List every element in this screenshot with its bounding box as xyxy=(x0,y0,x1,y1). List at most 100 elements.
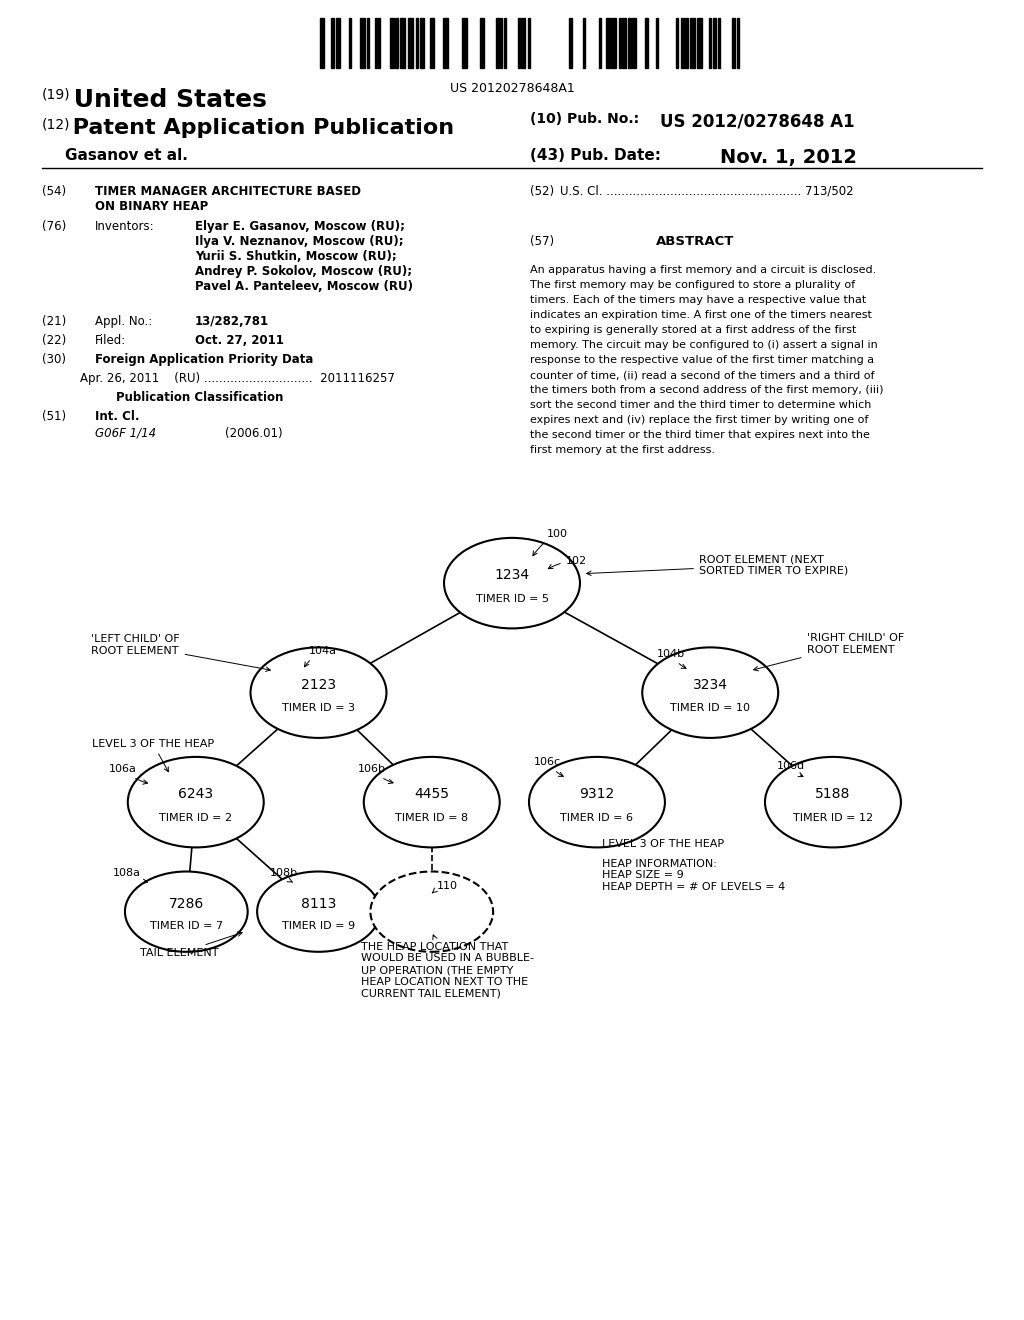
Bar xyxy=(628,18,631,69)
Ellipse shape xyxy=(251,647,386,738)
Ellipse shape xyxy=(257,871,380,952)
Text: (30): (30) xyxy=(42,352,66,366)
Bar xyxy=(618,18,621,69)
Text: memory. The circuit may be configured to (i) assert a signal in: memory. The circuit may be configured to… xyxy=(530,341,878,350)
Bar xyxy=(583,18,585,69)
Text: timers. Each of the timers may have a respective value that: timers. Each of the timers may have a re… xyxy=(530,294,866,305)
Bar xyxy=(685,18,688,69)
Text: Publication Classification: Publication Classification xyxy=(117,391,284,404)
Text: the second timer or the third timer that expires next into the: the second timer or the third timer that… xyxy=(530,430,869,440)
Text: HEAP INFORMATION:
HEAP SIZE = 9
HEAP DEPTH = # OF LEVELS = 4: HEAP INFORMATION: HEAP SIZE = 9 HEAP DEP… xyxy=(602,858,785,892)
Text: Appl. No.:: Appl. No.: xyxy=(95,315,153,327)
Text: 106d: 106d xyxy=(776,760,805,776)
Bar xyxy=(737,18,739,69)
Text: (54): (54) xyxy=(42,185,67,198)
Text: indicates an expiration time. A first one of the timers nearest: indicates an expiration time. A first on… xyxy=(530,310,871,319)
Text: ABSTRACT: ABSTRACT xyxy=(655,235,734,248)
Ellipse shape xyxy=(364,756,500,847)
Text: 106b: 106b xyxy=(358,764,393,784)
Text: The first memory may be configured to store a plurality of: The first memory may be configured to st… xyxy=(530,280,855,290)
Text: ROOT ELEMENT (NEXT
SORTED TIMER TO EXPIRE): ROOT ELEMENT (NEXT SORTED TIMER TO EXPIR… xyxy=(587,554,848,576)
Text: (51): (51) xyxy=(42,411,67,422)
Text: TIMER ID = 2: TIMER ID = 2 xyxy=(159,813,232,822)
Text: (21): (21) xyxy=(42,315,67,327)
Bar xyxy=(367,18,369,69)
Text: THE HEAP LOCATION THAT
WOULD BE USED IN A BUBBLE-
UP OPERATION (THE EMPTY
HEAP L: THE HEAP LOCATION THAT WOULD BE USED IN … xyxy=(361,935,534,998)
Text: (12): (12) xyxy=(42,117,71,132)
Text: response to the respective value of the first timer matching a: response to the respective value of the … xyxy=(530,355,874,366)
Bar xyxy=(599,18,601,69)
Text: expires next and (iv) replace the first timer by writing one of: expires next and (iv) replace the first … xyxy=(530,414,868,425)
Text: 13/282,781: 13/282,781 xyxy=(195,315,269,327)
Text: Pavel A. Panteleev, Moscow (RU): Pavel A. Panteleev, Moscow (RU) xyxy=(195,280,413,293)
Bar xyxy=(500,18,502,69)
Bar xyxy=(569,18,572,69)
Text: 8113: 8113 xyxy=(301,898,336,911)
Bar xyxy=(709,18,711,69)
Text: Elyar E. Gasanov, Moscow (RU);: Elyar E. Gasanov, Moscow (RU); xyxy=(195,220,406,234)
Text: Int. Cl.: Int. Cl. xyxy=(95,411,139,422)
Bar xyxy=(360,18,365,69)
Text: 1234: 1234 xyxy=(495,568,529,582)
Text: 100: 100 xyxy=(532,529,568,556)
Bar xyxy=(336,18,340,69)
Text: 3234: 3234 xyxy=(693,677,728,692)
Bar xyxy=(331,18,334,69)
Text: (52): (52) xyxy=(530,185,554,198)
Text: US 2012/0278648 A1: US 2012/0278648 A1 xyxy=(660,112,855,129)
Text: TIMER ID = 12: TIMER ID = 12 xyxy=(793,813,873,822)
Bar xyxy=(518,18,520,69)
Bar xyxy=(430,18,434,69)
Bar xyxy=(395,18,398,69)
Text: 108a: 108a xyxy=(113,869,147,883)
Text: US 20120278648A1: US 20120278648A1 xyxy=(450,82,574,95)
Text: TIMER ID = 7: TIMER ID = 7 xyxy=(150,921,223,931)
Ellipse shape xyxy=(128,756,264,847)
Text: Gasanov et al.: Gasanov et al. xyxy=(65,148,187,162)
Bar xyxy=(443,18,449,69)
Bar xyxy=(504,18,506,69)
Text: 'RIGHT CHILD' OF
ROOT ELEMENT: 'RIGHT CHILD' OF ROOT ELEMENT xyxy=(754,634,904,671)
Text: 4455: 4455 xyxy=(415,787,450,801)
Text: (10) Pub. No.:: (10) Pub. No.: xyxy=(530,112,639,125)
Text: TIMER ID = 6: TIMER ID = 6 xyxy=(560,813,634,822)
Text: 6243: 6243 xyxy=(178,787,213,801)
Text: TIMER ID = 9: TIMER ID = 9 xyxy=(282,921,355,931)
Ellipse shape xyxy=(444,537,580,628)
Text: 9312: 9312 xyxy=(580,787,614,801)
Text: 5188: 5188 xyxy=(815,787,851,801)
Text: Ilya V. Neznanov, Moscow (RU);: Ilya V. Neznanov, Moscow (RU); xyxy=(195,235,403,248)
Text: Inventors:: Inventors: xyxy=(95,220,155,234)
Text: 102: 102 xyxy=(548,556,587,569)
Text: the timers both from a second address of the first memory, (iii): the timers both from a second address of… xyxy=(530,385,884,395)
Text: TAIL ELEMENT: TAIL ELEMENT xyxy=(140,932,242,958)
Text: TIMER ID = 5: TIMER ID = 5 xyxy=(475,594,549,605)
Text: TIMER ID = 10: TIMER ID = 10 xyxy=(671,704,751,714)
Text: first memory at the first address.: first memory at the first address. xyxy=(530,445,715,455)
Text: LEVEL 3 OF THE HEAP: LEVEL 3 OF THE HEAP xyxy=(92,739,214,772)
Bar xyxy=(375,18,377,69)
Text: Yurii S. Shutkin, Moscow (RU);: Yurii S. Shutkin, Moscow (RU); xyxy=(195,249,396,263)
Text: TIMER MANAGER ARCHITECTURE BASED: TIMER MANAGER ARCHITECTURE BASED xyxy=(95,185,361,198)
Bar xyxy=(480,18,484,69)
Text: ON BINARY HEAP: ON BINARY HEAP xyxy=(95,201,208,213)
Text: 2123: 2123 xyxy=(301,677,336,692)
Text: 104b: 104b xyxy=(656,649,686,668)
Ellipse shape xyxy=(529,756,665,847)
Bar xyxy=(416,18,418,69)
Bar xyxy=(713,18,716,69)
Text: (76): (76) xyxy=(42,220,67,234)
Bar xyxy=(378,18,380,69)
Bar xyxy=(732,18,735,69)
Ellipse shape xyxy=(642,647,778,738)
Text: LEVEL 3 OF THE HEAP: LEVEL 3 OF THE HEAP xyxy=(602,838,724,849)
Text: Apr. 26, 2011    (RU) .............................  2011116257: Apr. 26, 2011 (RU) .....................… xyxy=(80,372,395,385)
Text: (2006.01): (2006.01) xyxy=(225,426,283,440)
Text: TIMER ID = 8: TIMER ID = 8 xyxy=(395,813,468,822)
Bar xyxy=(676,18,678,69)
Ellipse shape xyxy=(765,756,901,847)
Bar xyxy=(420,18,424,69)
Bar xyxy=(681,18,684,69)
Bar xyxy=(611,18,616,69)
Text: Patent Application Publication: Patent Application Publication xyxy=(65,117,454,139)
